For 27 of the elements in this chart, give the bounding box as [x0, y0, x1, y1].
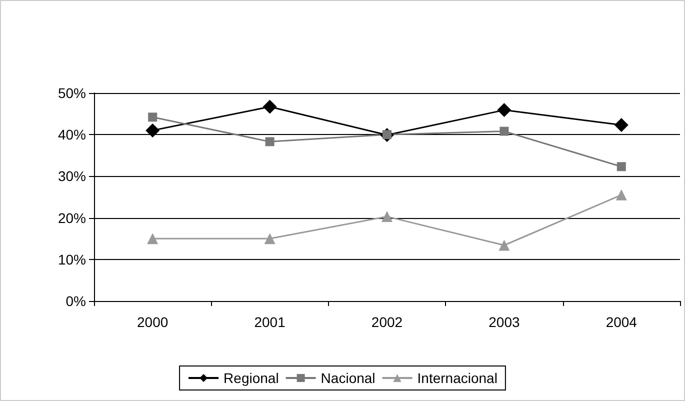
x-tick-label: 2000	[137, 314, 168, 330]
point	[616, 189, 627, 200]
point	[262, 100, 277, 114]
y-tick-label: 20%	[58, 210, 86, 226]
point	[498, 240, 510, 251]
point	[500, 126, 509, 136]
point	[146, 123, 160, 138]
point	[614, 118, 628, 132]
point	[147, 233, 158, 244]
y-tick-label: 0%	[66, 293, 86, 309]
point	[616, 162, 626, 172]
y-tick-label: 40%	[58, 126, 86, 143]
point	[148, 112, 158, 122]
x-tick-label: 2001	[254, 314, 286, 330]
point	[497, 103, 512, 118]
x-tick-label: 2002	[371, 314, 403, 330]
point	[265, 137, 274, 146]
y-tick-label: 30%	[58, 168, 86, 184]
x-tick-label: 2003	[488, 314, 520, 330]
x-tick-label: 2004	[606, 314, 638, 330]
legend-label: Internacional	[417, 370, 498, 386]
legend-label: Nacional	[320, 370, 376, 386]
point	[382, 211, 392, 222]
point	[264, 233, 276, 244]
y-tick-label: 10%	[58, 251, 86, 268]
legend-label: Regional	[224, 370, 279, 386]
y-tick-label: 50%	[58, 85, 86, 101]
